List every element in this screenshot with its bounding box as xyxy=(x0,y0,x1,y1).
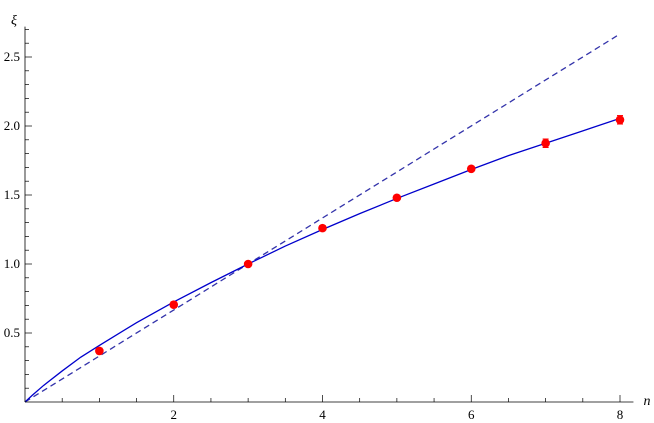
data-point xyxy=(615,115,625,125)
y-tick-label: 2.5 xyxy=(4,49,20,64)
data-point xyxy=(541,138,550,148)
data-point xyxy=(169,300,179,310)
y-tick-label: 1.0 xyxy=(4,256,20,271)
data-point xyxy=(466,164,476,174)
x-axis-label: n xyxy=(643,394,650,409)
dashed-line xyxy=(24,33,621,403)
axes xyxy=(24,26,634,403)
data-point xyxy=(392,193,402,203)
ticks: 2 4 6 8 0.5 1.0 1.5 2.0 2.5 xyxy=(4,29,624,422)
dashed-curve-layer xyxy=(24,33,621,403)
data-points-layer xyxy=(95,115,625,356)
x-tick-label: 2 xyxy=(171,407,178,422)
solid-curve-layer xyxy=(24,117,621,403)
data-point xyxy=(95,346,104,356)
data-point xyxy=(318,223,327,233)
y-tick-label: 0.5 xyxy=(4,325,20,340)
y-axis-label: ξ xyxy=(11,14,17,29)
x-tick-label: 6 xyxy=(468,407,475,422)
y-tick-label: 2.0 xyxy=(4,118,20,133)
fit-curve xyxy=(24,117,621,403)
data-point xyxy=(243,259,253,269)
x-tick-label: 8 xyxy=(617,407,624,422)
x-tick-label: 4 xyxy=(319,407,326,422)
y-tick-label: 1.5 xyxy=(4,187,20,202)
